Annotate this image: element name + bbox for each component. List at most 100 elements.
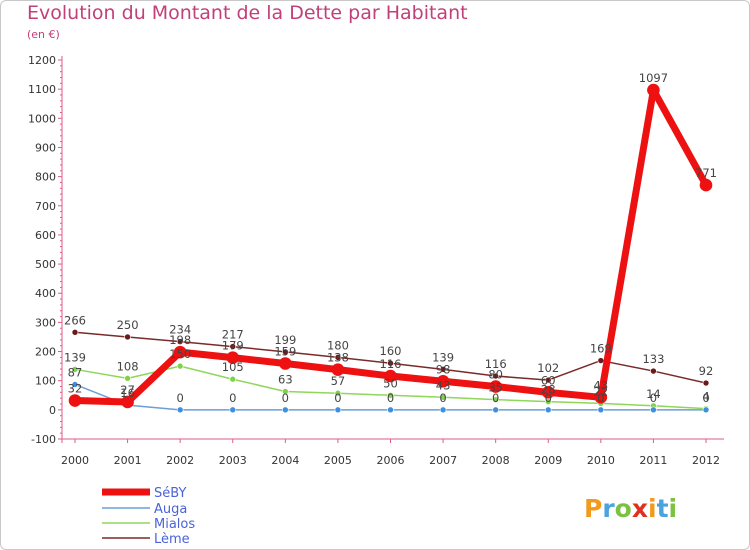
data-label: 0 — [597, 391, 604, 405]
data-label: 60 — [541, 373, 556, 387]
y-tick-label: 300 — [35, 316, 56, 329]
data-point — [229, 375, 237, 383]
data-label: 14 — [646, 387, 661, 401]
data-point — [331, 363, 345, 376]
data-point — [439, 366, 447, 373]
data-point — [334, 354, 342, 361]
data-label: 138 — [327, 351, 349, 365]
data-label: 0 — [492, 391, 499, 405]
x-tick-label: 2002 — [166, 454, 194, 467]
data-point — [229, 406, 237, 414]
data-point — [384, 369, 397, 383]
data-label: 1097 — [639, 71, 668, 85]
data-point — [121, 395, 134, 409]
series-lines — [68, 83, 713, 414]
data-label: 63 — [278, 372, 293, 386]
data-point — [544, 376, 552, 384]
data-point — [541, 386, 555, 399]
data-label: 0 — [387, 391, 394, 405]
data-label: 80 — [488, 368, 503, 382]
chart-subtitle: (en €) — [27, 28, 60, 41]
x-tick-label: 2006 — [377, 454, 405, 467]
data-point — [68, 394, 82, 407]
data-label: 4 — [702, 390, 709, 404]
chart-title: Evolution du Montant de la Dette par Hab… — [27, 2, 468, 24]
data-point — [279, 357, 292, 370]
data-point — [594, 391, 608, 404]
data-point — [282, 388, 289, 395]
data-point — [334, 406, 342, 414]
y-tick-label: 1000 — [28, 112, 56, 125]
x-tick-label: 2001 — [114, 454, 142, 467]
data-point — [650, 367, 657, 375]
data-label: 16 — [120, 386, 135, 400]
data-label: 0 — [282, 391, 289, 405]
x-tick-label: 2003 — [219, 454, 247, 467]
data-label: 139 — [64, 350, 86, 364]
data-label: 250 — [117, 318, 139, 332]
data-point — [282, 406, 289, 414]
data-label: 180 — [327, 338, 349, 352]
legend-label: Mialos — [154, 517, 195, 532]
axes: -100010020030040050060070080090010001100… — [28, 54, 724, 467]
x-tick-label: 2011 — [639, 454, 667, 467]
y-tick-label: -100 — [31, 433, 56, 446]
data-point — [702, 379, 710, 387]
data-point — [544, 406, 552, 414]
data-label: 98 — [436, 362, 451, 376]
x-tick-label: 2008 — [482, 454, 510, 467]
y-tick-label: 400 — [35, 287, 56, 300]
y-tick-label: 1200 — [28, 54, 56, 67]
y-tick-label: 600 — [35, 229, 56, 242]
data-label: 116 — [485, 357, 507, 371]
y-tick-label: 0 — [49, 404, 56, 417]
data-label: 198 — [169, 333, 191, 347]
data-label: 22 — [594, 384, 609, 398]
x-tick-label: 2005 — [324, 454, 352, 467]
data-label: 0 — [229, 391, 236, 405]
logo-text: Proxiti — [584, 494, 677, 523]
y-tick-label: 500 — [35, 258, 56, 271]
data-point — [436, 374, 450, 388]
data-label: 234 — [169, 323, 191, 337]
data-point — [387, 359, 394, 367]
y-tick-label: 900 — [35, 141, 56, 154]
data-point — [699, 178, 713, 192]
proxiti-logo: Proxiti — [584, 494, 677, 523]
data-label: 92 — [699, 364, 714, 378]
legend-label: Lème — [154, 532, 190, 547]
data-point — [229, 343, 237, 350]
data-point — [597, 357, 605, 364]
data-label: 27 — [120, 383, 135, 397]
data-label: 150 — [169, 347, 191, 361]
data-point — [124, 375, 131, 382]
data-label: 87 — [68, 365, 83, 379]
data-label: 0 — [334, 391, 341, 405]
data-label: 0 — [650, 391, 657, 405]
data-label: 57 — [331, 374, 346, 388]
data-label: 0 — [702, 391, 709, 405]
x-tick-label: 2004 — [271, 454, 299, 467]
data-point — [173, 345, 187, 359]
data-point — [439, 394, 447, 401]
data-label: 169 — [590, 342, 612, 356]
data-label: 133 — [642, 352, 664, 366]
data-point — [492, 396, 499, 403]
data-label: 28 — [541, 383, 556, 397]
data-label: 0 — [439, 391, 446, 405]
data-point — [176, 406, 184, 414]
data-point — [387, 391, 394, 399]
data-point — [544, 398, 552, 405]
data-point — [439, 406, 447, 414]
data-label: 179 — [222, 339, 244, 353]
data-label: 105 — [222, 360, 244, 374]
data-point — [282, 348, 289, 356]
data-label: 35 — [488, 381, 503, 395]
x-tick-label: 2000 — [61, 454, 89, 467]
data-point — [176, 338, 184, 345]
data-label: 43 — [436, 378, 451, 392]
data-point — [492, 372, 499, 380]
